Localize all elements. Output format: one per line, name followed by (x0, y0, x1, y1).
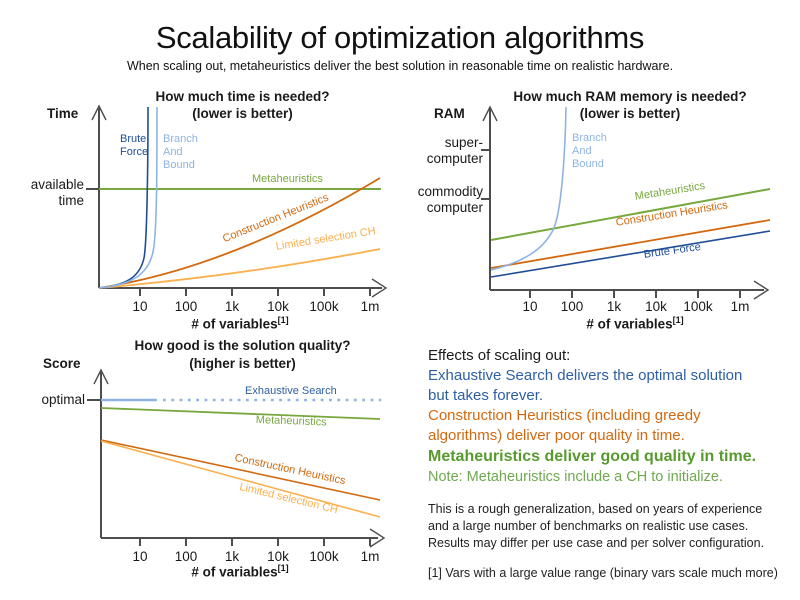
ram-commodity-tick-label: commodity computer (417, 184, 483, 215)
page-title: Scalability of optimization algorithms (155, 20, 645, 55)
ram-y-axis-arrow-icon (482, 105, 498, 122)
ram-x-tick-100k: 100k (683, 299, 713, 314)
limited-selection-ch-time-curve (98, 248, 381, 289)
effects-construction-heuristics-text: Construction Heuristics (including greed… (428, 407, 701, 444)
time-x-tick-100: 100 (174, 299, 198, 314)
quality-x-tick-10k: 10k (267, 549, 289, 564)
quality-x-tick-10: 10 (132, 549, 148, 564)
quality-x-axis-label: # of variables[1] (140, 563, 340, 580)
construction-heuristics-ram-curve (490, 219, 771, 269)
quality-y-axis-label: Score (43, 356, 81, 371)
time-x-axis-arrow-icon (371, 278, 388, 298)
ram-chart-title: How much RAM memory is needed? (513, 89, 747, 104)
quality-optimal-tick-label: optimal (41, 392, 85, 407)
limited-selection-ch-quality-curve (100, 440, 381, 518)
quality-x-tick-1m: 1m (360, 549, 380, 564)
construction-heuristics-quality-curve (100, 439, 381, 501)
quality-x-tick-100k: 100k (309, 549, 339, 564)
time-x-ticks (139, 288, 371, 296)
metaheuristics-quality-label: Metaheuristics (255, 414, 327, 429)
metaheuristics-quality-curve (100, 407, 381, 420)
ram-x-axis-label: # of variables[1] (535, 315, 735, 332)
ram-y-axis-label: RAM (434, 106, 465, 121)
time-available-tick-label: available time (30, 177, 84, 208)
brute-force-ram-curve (490, 230, 771, 278)
ram-x-ticks (529, 290, 741, 298)
effects-metaheuristics-text: Metaheuristics deliver good quality in t… (428, 448, 757, 465)
time-y-axis-arrow-icon (91, 104, 107, 121)
branch-and-bound-time-curve (98, 106, 158, 289)
branch-and-bound-ram-curve (490, 106, 567, 271)
effects-exhaustive-search-text: Exhaustive Search delivers the optimal s… (428, 367, 743, 404)
metaheuristics-ram-curve (490, 188, 771, 241)
time-chart-title: How much time is needed? (155, 89, 330, 104)
ram-x-tick-1m: 1m (730, 299, 750, 314)
quality-x-tick-100: 100 (174, 549, 198, 564)
ram-chart-plot (481, 105, 771, 300)
construction-heuristics-time-curve (98, 177, 381, 289)
quality-x-axis-arrow-icon (369, 528, 386, 548)
metaheuristics-time-label: Metaheuristics (252, 173, 323, 185)
branch-and-bound-label: Branch And Bound (163, 133, 198, 171)
ram-x-axis-arrow-icon (753, 280, 770, 300)
time-x-axis-label-text: # of variables (191, 316, 278, 332)
quality-x-ticks (139, 538, 371, 546)
time-x-tick-1m: 1m (360, 299, 380, 314)
disclaimer-text: This is a rough generalization, based on… (428, 502, 765, 550)
page-subtitle: When scaling out, metaheuristics deliver… (126, 59, 674, 73)
brute-force-label: Brute Force (120, 133, 149, 158)
ram-x-axis-footnote-marker: [1] (672, 315, 684, 325)
ram-y-ticks (481, 149, 490, 200)
time-x-tick-100k: 100k (309, 299, 339, 314)
brute-force-time-curve (98, 106, 149, 289)
footnote-text: [1] Vars with a large value range (binar… (428, 566, 778, 580)
effects-heading: Effects of scaling out: (428, 347, 571, 364)
exhaustive-search-label: Exhaustive Search (245, 385, 337, 397)
quality-y-axis-arrow-icon (93, 368, 109, 385)
quality-chart-title: How good is the solution quality? (134, 338, 351, 353)
time-x-tick-10: 10 (132, 299, 148, 314)
quality-x-axis-footnote-marker: [1] (277, 563, 289, 573)
time-x-axis-footnote-marker: [1] (277, 315, 289, 325)
time-x-tick-1k: 1k (224, 299, 240, 314)
time-x-tick-10k: 10k (267, 299, 289, 314)
time-x-axis-label: # of variables[1] (140, 315, 340, 332)
ram-x-axis-label-text: # of variables (586, 316, 673, 332)
effects-panel: Effects of scaling out: Exhaustive Searc… (428, 346, 798, 582)
ram-chart-qualifier: (lower is better) (579, 106, 681, 121)
branch-and-bound-ram-label: Branch And Bound (572, 132, 607, 170)
ram-x-tick-10k: 10k (645, 299, 667, 314)
effects-note-text: Note: Metaheuristics include a CH to ini… (428, 469, 723, 485)
ram-x-tick-100: 100 (560, 299, 584, 314)
ram-supercomputer-tick-label: super- computer (426, 135, 483, 166)
time-y-axis-label: Time (47, 106, 79, 121)
time-chart-qualifier: (lower is better) (192, 106, 293, 121)
time-chart-plot (86, 104, 388, 298)
quality-x-tick-1k: 1k (224, 549, 240, 564)
quality-chart-qualifier: (higher is better) (189, 356, 296, 371)
quality-chart-plot (87, 368, 386, 548)
ram-x-tick-10: 10 (522, 299, 538, 314)
ram-x-tick-1k: 1k (606, 299, 622, 314)
quality-x-axis-label-text: # of variables (191, 564, 278, 580)
